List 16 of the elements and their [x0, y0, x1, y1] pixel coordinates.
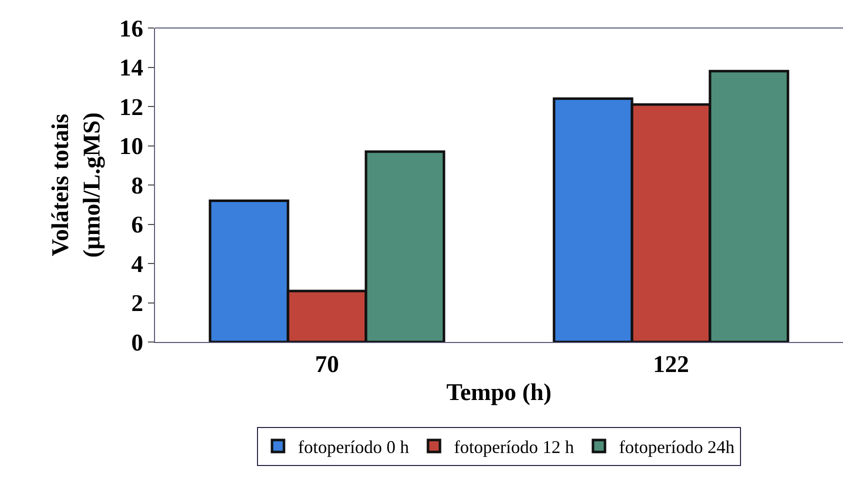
legend-label: fotoperíodo 24h [618, 437, 734, 457]
y-tick-label: 2 [131, 291, 144, 318]
y-tick-label: 10 [119, 134, 144, 160]
y-tick-label: 8 [131, 173, 144, 200]
y-tick-label: 6 [131, 212, 144, 239]
y-tick-label: 12 [119, 94, 144, 121]
x-axis-title: Tempo (h) [446, 380, 552, 406]
y-axis-title: Voláteis totais (µmol/L.gMS) [48, 112, 106, 258]
y-tick-label: 4 [131, 252, 144, 278]
y-tick-label: 0 [131, 330, 144, 356]
y-tick-label: 16 [119, 16, 144, 42]
x-tick-label: 122 [653, 352, 689, 378]
legend-label: fotoperíodo 0 h [298, 437, 409, 457]
x-tick-label: 70 [315, 352, 339, 378]
legend-label: fotoperíodo 12 h [454, 437, 574, 457]
y-tick-label: 14 [119, 56, 144, 82]
